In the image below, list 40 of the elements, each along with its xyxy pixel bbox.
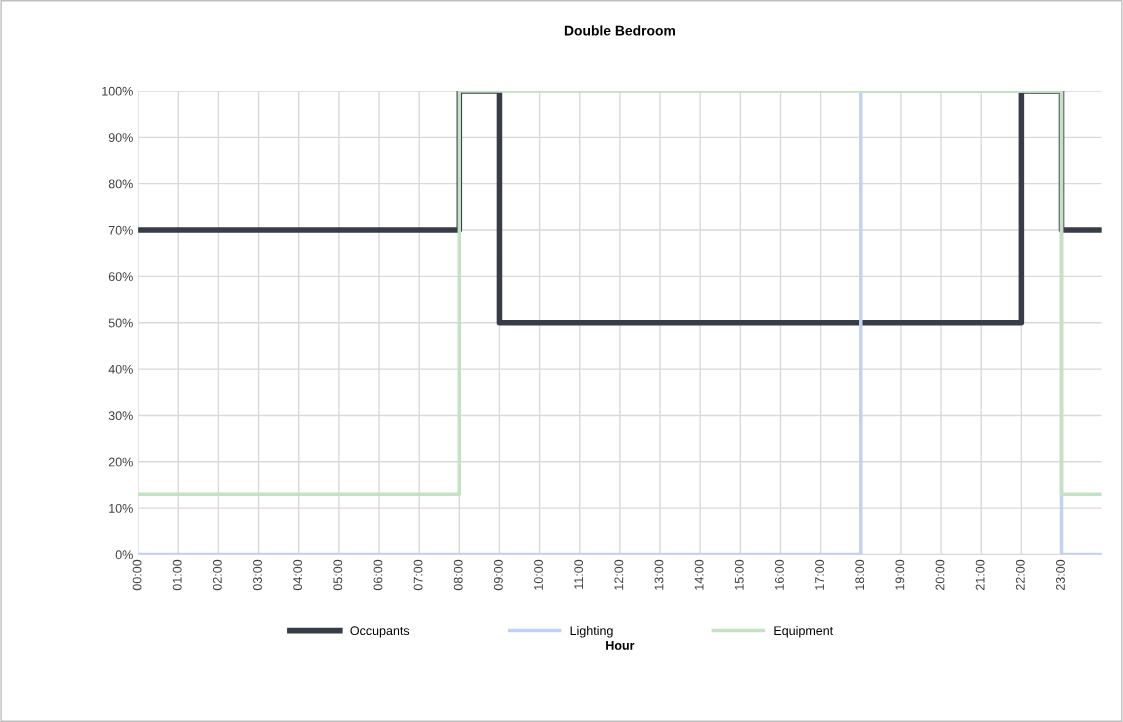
x-axis-title: Hour xyxy=(606,641,635,650)
x-tick-label: 14:00 xyxy=(694,559,704,590)
x-tick-label: 18:00 xyxy=(855,559,865,590)
y-tick-label: 100% xyxy=(102,86,133,96)
x-tick-label: 19:00 xyxy=(895,559,905,590)
y-tick-label: 90% xyxy=(108,133,133,142)
y-tick-label: 50% xyxy=(108,318,133,328)
x-tick-label: 08:00 xyxy=(453,559,463,591)
y-tick-label: 20% xyxy=(108,457,133,467)
x-tick-label: 16:00 xyxy=(774,559,784,590)
x-tick-label: 17:00 xyxy=(815,559,824,590)
y-tick-label: 10% xyxy=(109,503,133,513)
x-tick-label: 15:00 xyxy=(734,559,744,590)
legend-label: Occupants xyxy=(350,626,410,638)
x-tick-label: 21:00 xyxy=(975,559,985,591)
y-tick-label: 30% xyxy=(108,411,133,421)
x-tick-label: 09:00 xyxy=(493,559,503,591)
legend-label: Equipment xyxy=(774,625,834,638)
x-tick-label: 04:00 xyxy=(293,559,303,591)
x-tick-label: 10:00 xyxy=(534,559,543,590)
y-tick-label: 80% xyxy=(108,179,133,189)
x-tick-label: 00:00 xyxy=(132,559,142,591)
chart-title: Double Bedroom xyxy=(564,25,675,36)
x-tick-label: 07:00 xyxy=(413,559,423,591)
legend-label: Lighting xyxy=(570,625,613,638)
x-tick-label: 05:00 xyxy=(333,559,343,591)
x-tick-label: 03:00 xyxy=(253,559,262,591)
x-tick-label: 20:00 xyxy=(935,559,945,591)
x-tick-label: 02:00 xyxy=(212,559,222,591)
x-tick-label: 01:00 xyxy=(172,559,182,591)
y-tick-label: 70% xyxy=(108,225,133,235)
y-tick-label: 40% xyxy=(108,364,133,374)
x-tick-label: 23:00 xyxy=(1056,559,1065,591)
x-tick-label: 13:00 xyxy=(654,559,664,590)
y-tick-label: 60% xyxy=(108,272,133,282)
x-tick-label: 06:00 xyxy=(373,559,383,591)
x-tick-label: 12:00 xyxy=(614,559,624,590)
x-tick-label: 11:00 xyxy=(574,559,584,589)
x-tick-label: 22:00 xyxy=(1015,559,1025,591)
y-tick-label: 0% xyxy=(115,550,133,560)
